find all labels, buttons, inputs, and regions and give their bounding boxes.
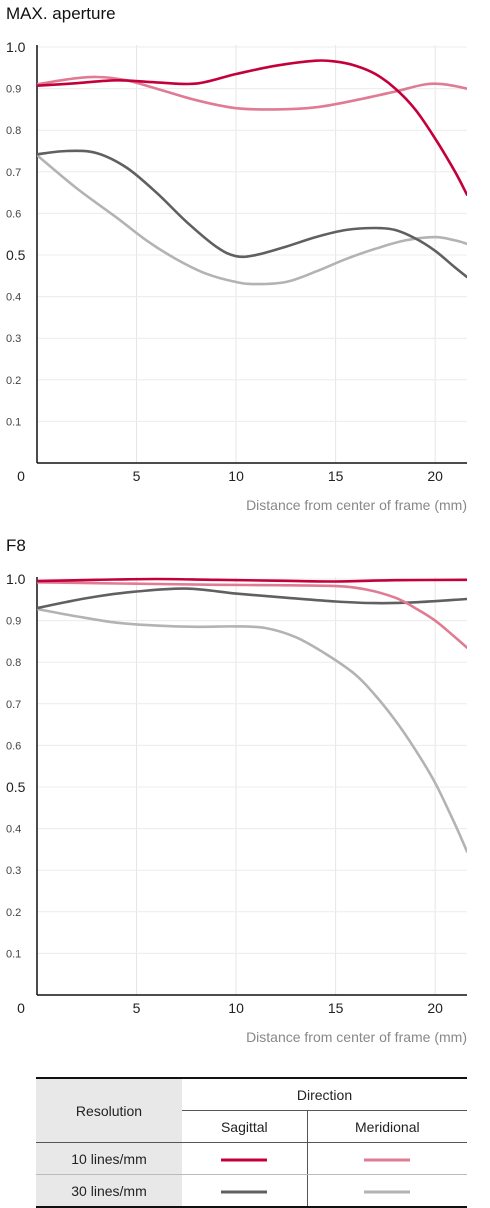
legend-table: Resolution Direction Sagittal Meridional…	[36, 1077, 467, 1208]
series-line-1	[37, 581, 467, 649]
y-tick-label: 1.0	[6, 39, 26, 55]
x-tick-label: 10	[228, 1000, 244, 1016]
x-tick-label: 5	[133, 468, 141, 484]
x-tick-label: 15	[328, 468, 344, 484]
y-tick-label: 0.7	[6, 167, 21, 179]
legend-direction-header: Direction	[182, 1077, 467, 1111]
x-tick-label: 0	[17, 468, 25, 484]
x-tick-label: 15	[328, 1000, 344, 1016]
y-tick-label: 0.1	[6, 948, 21, 960]
series-line-0	[37, 59, 467, 196]
series-line-0	[37, 577, 467, 583]
legend-meridional-header: Meridional	[307, 1110, 467, 1143]
series-line-2	[37, 587, 467, 610]
y-tick-label: 0.1	[6, 416, 21, 428]
y-tick-label: 1.0	[6, 571, 26, 587]
chart-title-max-aperture: MAX. aperture	[6, 4, 116, 23]
x-tick-label: 20	[427, 1000, 443, 1016]
legend-row-label-30: 30 lines/mm	[36, 1174, 182, 1208]
y-tick-label: 0.6	[6, 740, 21, 752]
series-line-3	[37, 153, 467, 286]
legend-row-label-10: 10 lines/mm	[36, 1142, 182, 1175]
y-tick-label: 0.3	[6, 865, 21, 877]
y-tick-label: 0.5	[6, 247, 26, 263]
y-tick-label: 0.9	[6, 616, 21, 628]
mtf-chart-f8: 1.0 0.9 0.8 0.7 0.6 0.5 0.4 0.3 0.2 0.1 0 5 10 15 20 Di…	[6, 571, 467, 1045]
x-tick-label: 10	[228, 468, 244, 484]
y-tick-label: 0.9	[6, 84, 21, 96]
y-tick-label: 0.8	[6, 125, 21, 137]
y-tick-label: 0.5	[6, 779, 26, 795]
y-tick-label: 0.2	[6, 907, 21, 919]
legend-swatch-10-meridional	[307, 1142, 467, 1175]
y-tick-label: 0.8	[6, 657, 21, 669]
chart-title-f8: F8	[6, 536, 26, 555]
y-tick-label: 0.3	[6, 333, 21, 345]
y-tick-label: 0.4	[6, 292, 21, 304]
x-axis-label: Distance from center of frame (mm)	[246, 497, 467, 513]
mtf-chart-max-aperture: 1.0 0.9 0.8 0.7 0.6 0.5 0.4 0.3 0.2 0.1 0 5 10 15 20 Di…	[6, 39, 467, 513]
x-axis-label: Distance from center of frame (mm)	[246, 1029, 467, 1045]
y-tick-label: 0.6	[6, 208, 21, 220]
legend-resolution-header: Resolution	[36, 1077, 182, 1143]
x-tick-label: 20	[427, 468, 443, 484]
legend-swatch-30-meridional	[307, 1174, 467, 1208]
y-tick-label: 0.4	[6, 824, 21, 836]
series-line-3	[37, 607, 467, 853]
x-tick-label: 5	[133, 1000, 141, 1016]
legend-swatch-10-sagittal	[182, 1142, 308, 1175]
x-tick-label: 0	[17, 1000, 25, 1016]
y-tick-label: 0.2	[6, 375, 21, 387]
series-line-1	[37, 75, 467, 111]
legend-swatch-30-sagittal	[182, 1174, 308, 1208]
y-tick-label: 0.7	[6, 699, 21, 711]
legend-sagittal-header: Sagittal	[182, 1110, 308, 1143]
series-line-2	[37, 149, 467, 279]
